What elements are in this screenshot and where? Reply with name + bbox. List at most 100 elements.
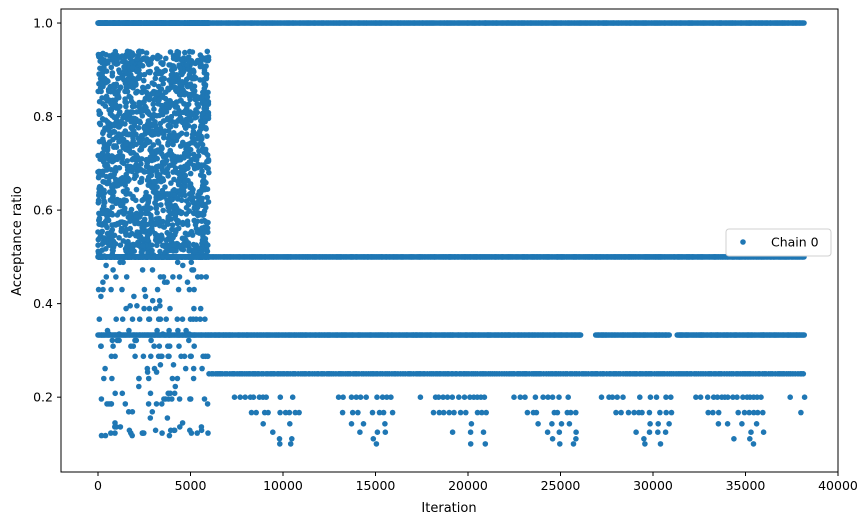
data-point: [148, 212, 154, 219]
data-point: [142, 193, 149, 200]
data-point: [119, 53, 125, 59]
data-point: [165, 85, 171, 92]
data-point: [189, 49, 196, 55]
data-point: [190, 267, 197, 273]
data-point: [194, 274, 201, 280]
data-point: [130, 241, 136, 248]
data-point: [167, 118, 173, 124]
data-point: [132, 353, 138, 360]
data-point: [116, 110, 122, 117]
data-point: [131, 164, 137, 170]
data-point: [140, 430, 146, 436]
data-point: [145, 401, 152, 407]
data-point: [109, 222, 115, 228]
data-point: [147, 415, 154, 421]
data-point: [204, 152, 211, 158]
data-point: [200, 210, 206, 217]
data-point: [187, 353, 194, 360]
data-point: [175, 49, 182, 56]
data-point: [109, 234, 115, 241]
data-point: [187, 170, 194, 177]
data-point: [170, 234, 176, 241]
data-point: [123, 141, 129, 147]
data-point: [166, 343, 173, 350]
data-point: [100, 286, 106, 293]
data-point: [121, 211, 127, 217]
data-point: [146, 94, 153, 100]
data-point: [112, 390, 118, 397]
data-point: [98, 88, 104, 95]
data-point: [103, 274, 110, 280]
data-point: [128, 98, 135, 105]
data-point: [119, 58, 126, 65]
data-point: [187, 427, 193, 434]
data-point: [186, 191, 193, 197]
data-point: [122, 188, 128, 194]
data-point: [142, 293, 149, 300]
data-point: [130, 109, 136, 115]
data-point: [196, 131, 203, 137]
data-point: [202, 118, 208, 125]
data-point: [163, 55, 169, 62]
data-point: [141, 286, 148, 293]
data-point: [182, 178, 189, 185]
data-point: [176, 274, 183, 280]
data-point: [113, 274, 119, 280]
data-point: [105, 141, 112, 148]
data-point: [131, 218, 138, 225]
data-point: [164, 279, 170, 286]
data-point: [191, 75, 198, 82]
data-point: [146, 305, 153, 312]
data-point: [197, 305, 204, 312]
data-point: [100, 130, 106, 137]
data-point: [152, 305, 159, 312]
data-point: [165, 122, 171, 129]
data-point: [152, 200, 158, 206]
data-point: [170, 362, 177, 368]
data-point: [179, 79, 185, 85]
data-point: [148, 353, 154, 360]
data-point: [158, 202, 164, 208]
data-point: [127, 218, 133, 224]
data-point: [194, 200, 200, 206]
data-point: [180, 246, 187, 253]
data-point: [98, 293, 104, 300]
data-point: [152, 75, 159, 82]
data-point: [158, 353, 164, 360]
data-point: [171, 210, 178, 217]
data-point: [174, 316, 181, 323]
data-point: [168, 113, 175, 120]
data-point: [171, 427, 178, 434]
data-point: [198, 162, 205, 168]
data-point: [194, 229, 200, 235]
data-point: [177, 115, 184, 121]
data-point: [99, 228, 105, 235]
data-point: [144, 232, 151, 239]
data-point: [176, 132, 183, 138]
data-point: [151, 178, 158, 185]
data-point: [177, 65, 183, 71]
data-point: [141, 77, 147, 84]
data-point: [200, 147, 207, 153]
data-point: [200, 353, 206, 360]
data-point: [112, 90, 118, 97]
data-point: [188, 157, 195, 163]
data-point: [140, 84, 146, 91]
data-point: [205, 199, 212, 205]
data-point: [108, 64, 115, 71]
data-point: [149, 184, 155, 191]
data-point: [126, 427, 133, 434]
data-point: [170, 79, 176, 85]
data-point: [190, 375, 197, 382]
data-point: [164, 152, 170, 159]
data-point: [183, 142, 190, 148]
data-point: [100, 279, 106, 286]
data-point: [129, 119, 135, 125]
data-point: [141, 98, 147, 105]
data-point: [157, 125, 164, 132]
data-point: [116, 131, 122, 137]
data-point: [194, 430, 200, 436]
data-point: [176, 396, 183, 402]
data-point: [149, 80, 156, 86]
